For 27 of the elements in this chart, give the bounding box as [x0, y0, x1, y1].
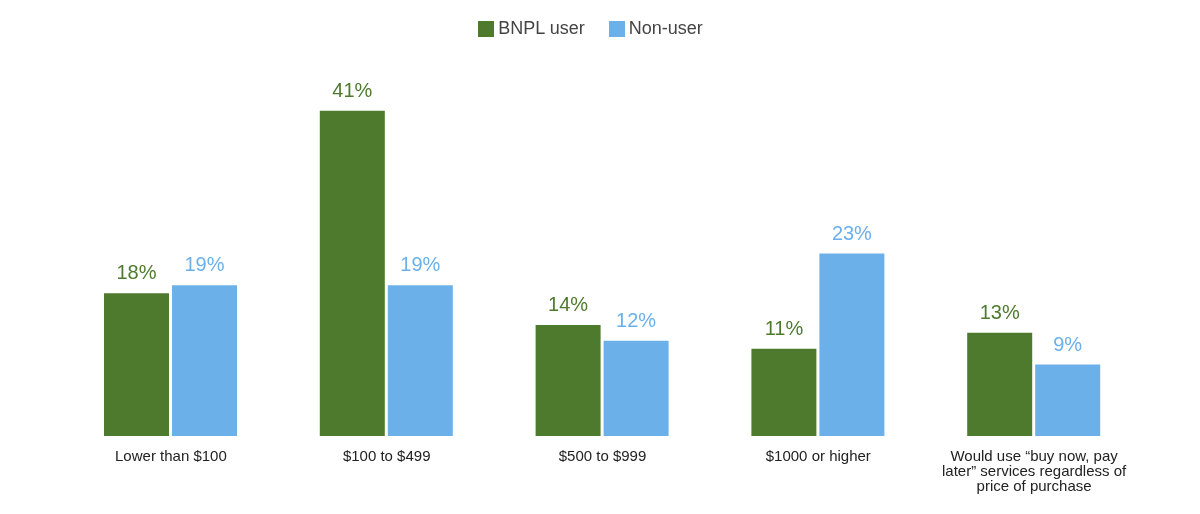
data-label: 12% [616, 308, 657, 331]
bar [535, 324, 601, 436]
data-label: 18% [116, 261, 157, 284]
bar [172, 285, 237, 436]
x-tick-label: Would use “buy now, pay later” services regardless of price of purchase [941, 446, 1128, 494]
bar [603, 340, 669, 436]
legend-label: Non-user [628, 18, 703, 38]
bar [319, 110, 385, 436]
data-label: 14% [548, 292, 589, 315]
x-tick-label: $500 to $999 [558, 446, 647, 464]
data-label: 11% [764, 316, 804, 339]
data-label: 13% [979, 300, 1020, 323]
bar [387, 285, 453, 436]
x-tick-label: Lower than $100 [115, 446, 227, 464]
data-label: 9% [1053, 332, 1083, 355]
legend-label: BNPL user [498, 18, 585, 38]
data-label: 19% [184, 253, 225, 276]
x-tick-label: $100 to $499 [342, 446, 431, 464]
data-label: 41% [332, 78, 373, 101]
bar [104, 293, 169, 436]
bar [751, 348, 817, 436]
bar [819, 253, 885, 436]
x-tick-label: $1000 or higher [765, 446, 871, 464]
bar [967, 332, 1033, 436]
data-label: 23% [831, 221, 873, 244]
bar [1035, 364, 1101, 436]
data-label: 19% [400, 253, 441, 276]
